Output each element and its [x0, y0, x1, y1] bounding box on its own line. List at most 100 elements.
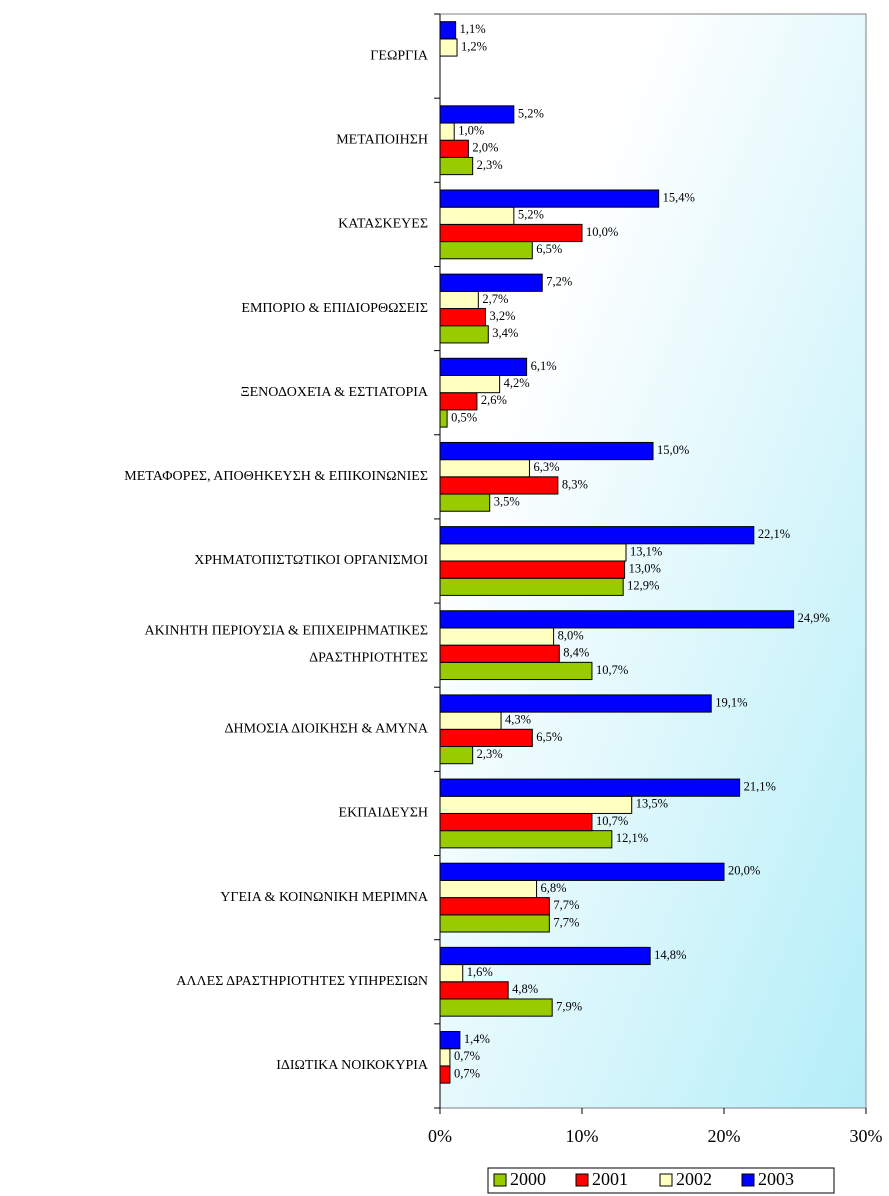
legend-swatch: [493, 1173, 507, 1187]
value-label: 10,7%: [596, 663, 628, 677]
value-label: 3,2%: [489, 309, 515, 323]
bar: [439, 105, 515, 124]
value-label: 1,1%: [460, 22, 486, 36]
bar: [439, 21, 457, 40]
value-label: 2,0%: [472, 141, 498, 155]
value-label: 1,4%: [464, 1032, 490, 1046]
bar: [439, 897, 550, 916]
value-label: 2,3%: [477, 747, 503, 761]
bar: [439, 795, 633, 814]
bar: [439, 526, 755, 545]
legend-swatch: [659, 1173, 673, 1187]
value-label: 0,5%: [451, 410, 477, 424]
bar: [439, 241, 533, 260]
bar: [439, 357, 528, 376]
bar: [439, 493, 491, 512]
bar: [439, 1031, 461, 1050]
bar: [439, 325, 489, 344]
legend-swatch: [575, 1173, 589, 1187]
value-label: 2,3%: [477, 158, 503, 172]
bar: [439, 610, 795, 629]
value-label: 21,1%: [744, 780, 776, 794]
legend-label: 2001: [592, 1169, 628, 1189]
value-label: 13,1%: [630, 544, 662, 558]
bar: [439, 374, 501, 394]
bar: [439, 998, 553, 1017]
value-label: 6,5%: [536, 730, 562, 744]
bar: [439, 946, 651, 966]
legend-swatch: [741, 1173, 755, 1187]
bar: [439, 879, 538, 899]
bar: [439, 459, 530, 478]
bar: [439, 728, 533, 748]
category-label: ΙΔΙΩΤΙΚΑ ΝΟΙΚΟΚΥΡΙΑ: [276, 1058, 429, 1073]
value-label: 1,2%: [461, 39, 487, 53]
legend-label: 2000: [510, 1169, 546, 1189]
value-label: 5,2%: [518, 106, 544, 120]
bar: [439, 308, 486, 327]
value-label: 7,9%: [556, 999, 582, 1013]
value-label: 19,1%: [715, 695, 747, 709]
bar: [439, 914, 550, 933]
value-label: 2,7%: [482, 292, 508, 306]
bar: [439, 830, 613, 849]
value-label: 10,0%: [586, 225, 618, 239]
value-label: 10,7%: [596, 814, 628, 828]
x-tick-label: 30%: [850, 1126, 883, 1146]
category-label-line: ΔΡΑΣΤΗΡΙΟΤΗΤΕΣ: [309, 651, 428, 666]
category-label: ΧΡΗΜΑΤΟΠΙΣΤΩΤΙΚΟΙ ΟΡΓΑΝΙΣΜΟΙ: [194, 553, 428, 568]
value-label: 13,0%: [629, 561, 661, 575]
bar: [439, 694, 712, 713]
bar: [439, 661, 593, 681]
category-label: ΕΚΠΑΙΔΕΥΣΗ: [339, 806, 428, 821]
value-label: 15,4%: [663, 190, 695, 204]
bar: [439, 577, 624, 596]
bar: [439, 38, 458, 57]
bar: [439, 812, 593, 832]
category-label: ΜΕΤΑΦΟΡΕΣ, ΑΠΟΘΗΚΕΥΣΗ & ΕΠΙΚΟΙΝΩΝΙΕΣ: [124, 469, 428, 484]
value-label: 3,5%: [494, 495, 520, 509]
value-label: 20,0%: [728, 864, 760, 878]
category-label: ΔΗΜΟΣΙΑ ΔΙΟΙΚΗΣΗ & ΑΜΥΝΑ: [225, 722, 429, 737]
bar: [439, 441, 654, 461]
value-label: 15,0%: [657, 443, 689, 457]
bar: [439, 711, 502, 730]
x-tick-label: 10%: [566, 1126, 599, 1146]
value-label: 6,1%: [531, 359, 557, 373]
category-label: ΚΑΤΑΣΚΕΥΕΣ: [338, 217, 428, 232]
legend-label: 2002: [676, 1169, 712, 1189]
bar: [439, 476, 559, 495]
value-label: 12,1%: [616, 831, 648, 845]
bar: [439, 778, 741, 797]
value-label: 4,8%: [512, 982, 538, 996]
value-label: 2,6%: [481, 393, 507, 407]
bar: [439, 273, 543, 292]
value-label: 0,7%: [454, 1066, 480, 1080]
value-label: 14,8%: [654, 948, 686, 962]
bar: [439, 627, 555, 646]
value-label: 7,2%: [546, 275, 572, 289]
value-label: 22,1%: [758, 527, 790, 541]
bar: [439, 290, 479, 310]
value-label: 5,2%: [518, 208, 544, 222]
value-label: 6,5%: [536, 242, 562, 256]
value-label: 6,8%: [541, 881, 567, 895]
value-label: 3,4%: [492, 326, 518, 340]
value-label: 8,4%: [563, 646, 589, 660]
category-label: ΑΚΙΝΗΤΗ ΠΕΡΙΟΥΣΙΑ & ΕΠΙΧΕΙΡΗΜΑΤΙΚΕΣ ΔΡΑΣΤ…: [144, 624, 428, 666]
category-label: ΥΓΕΙΑ & ΚΟΙΝΩΝΙΚΗ ΜΕΡΙΜΝΑ: [220, 890, 429, 905]
bar: [439, 1065, 451, 1084]
bar: [439, 964, 464, 983]
bar: [439, 862, 725, 881]
bar: [439, 392, 478, 411]
bar: [439, 543, 627, 562]
value-label: 8,3%: [562, 477, 588, 491]
bar: [439, 409, 448, 428]
category-label: ΑΛΛΕΣ ΔΡΑΣΤΗΡΙΟΤΗΤΕΣ ΥΠΗΡΕΣΙΩΝ: [176, 974, 428, 989]
bar: [439, 223, 583, 243]
value-label: 7,7%: [553, 898, 579, 912]
value-label: 12,9%: [627, 579, 659, 593]
category-label-line: ΑΚΙΝΗΤΗ ΠΕΡΙΟΥΣΙΑ & ΕΠΙΧΕΙΡΗΜΑΤΙΚΕΣ: [144, 624, 428, 639]
category-label: ΕΜΠΟΡΙΟ & ΕΠΙΔΙΟΡΘΩΣΕΙΣ: [241, 301, 428, 316]
value-label: 1,0%: [458, 124, 484, 138]
